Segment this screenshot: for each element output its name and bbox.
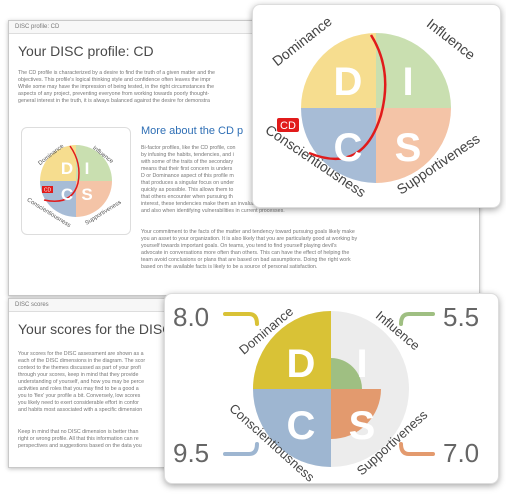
score-sector-dominance <box>253 311 331 389</box>
small-letter-c: C <box>61 185 73 204</box>
small-quadrant-s <box>76 181 112 217</box>
disc-profile-card: D I C S CD Dominance Influence Conscient… <box>252 4 501 208</box>
disc-profile-chart: D I C S CD Dominance Influence Conscient… <box>263 13 483 201</box>
small-letter-i: I <box>85 159 90 178</box>
scores-panel-header: DISC scores <box>9 299 205 312</box>
score-dominance: 8.0 <box>173 302 210 332</box>
profile-body-1: Bi-factor profiles, like the CD profile,… <box>141 145 354 214</box>
small-quadrant-i <box>76 145 112 181</box>
profile-intro: The CD profile is characterized by a des… <box>18 70 215 104</box>
small-cd-badge <box>42 186 53 193</box>
scores-letter-s: S <box>349 404 376 448</box>
small-letter-s: S <box>81 185 92 204</box>
scores-letter-i: I <box>356 342 367 386</box>
small-quadrant-d <box>40 145 76 181</box>
more-about-title: More about the CD p <box>141 125 244 137</box>
cd-badge-text: CD <box>280 120 296 132</box>
small-disc-diagram: D I C S CD Dominance Influence Conscient… <box>21 127 131 235</box>
score-influence: 5.5 <box>443 302 480 332</box>
small-letter-d: D <box>61 159 73 178</box>
connector-supportiveness <box>399 442 435 456</box>
disc-scores-chart: D I C S Dominance Influence Conscientiou… <box>223 304 435 485</box>
label-influence: Influence <box>424 15 479 63</box>
scores-letter-d: D <box>287 342 316 386</box>
small-cd-badge-text: CD <box>44 188 52 194</box>
letter-d: D <box>334 60 363 104</box>
connector-influence <box>399 312 435 326</box>
profile-title: Your DISC profile: CD <box>18 43 154 59</box>
scores-letter-c: C <box>287 404 316 448</box>
profile-line <box>308 34 387 161</box>
profile-body-2: Your commitment to the facts of the matt… <box>141 229 358 270</box>
connector-conscientiousness <box>223 442 259 456</box>
quadrant-dominance <box>301 33 376 108</box>
score-sector-supportiveness <box>331 389 381 439</box>
disc-scores-card: D I C S Dominance Influence Conscientiou… <box>164 293 499 485</box>
score-conscientiousness: 9.5 <box>173 438 210 468</box>
scores-body-2: Keep in mind that no DISC dimension is b… <box>18 429 142 449</box>
score-sector-influence <box>331 358 362 389</box>
quadrant-supportiveness <box>376 108 451 183</box>
letter-s: S <box>395 126 422 170</box>
connector-dominance <box>223 312 259 326</box>
cd-badge <box>277 118 299 132</box>
letter-i: I <box>402 60 413 104</box>
score-supportiveness: 7.0 <box>443 438 480 468</box>
quadrant-conscientiousness <box>301 108 376 183</box>
scores-body-1: Your scores for the DISC assessment are … <box>18 351 146 413</box>
quadrant-influence <box>376 33 451 108</box>
small-disc-chart: D I C S CD Dominance Influence Conscient… <box>26 143 123 229</box>
letter-c: C <box>334 126 363 170</box>
small-profile-line <box>43 145 80 202</box>
scores-title: Your scores for the DISC <box>18 321 173 337</box>
score-sector-conscientiousness <box>253 389 331 467</box>
